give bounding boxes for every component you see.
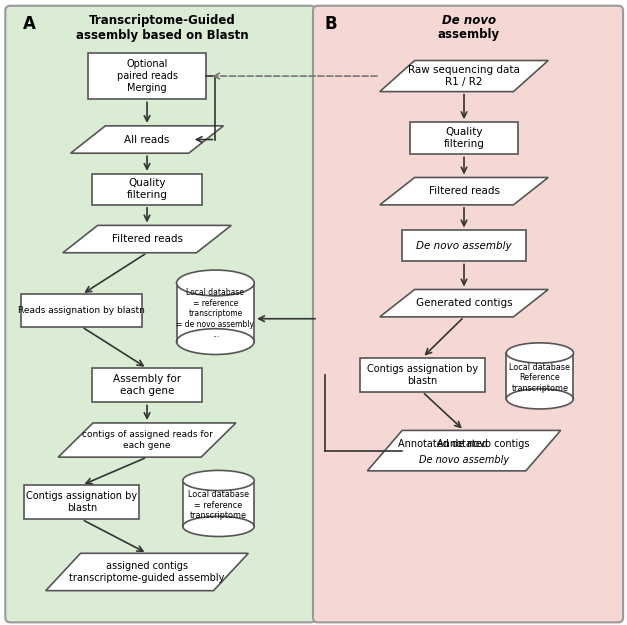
Text: Transcriptome-Guided
assembly based on Blastn: Transcriptome-Guided assembly based on B… <box>76 14 249 42</box>
FancyBboxPatch shape <box>183 481 255 526</box>
Text: Quality
filtering: Quality filtering <box>443 127 485 149</box>
FancyBboxPatch shape <box>92 368 203 402</box>
Polygon shape <box>58 423 236 457</box>
Text: Local database
Reference
transcriptome: Local database Reference transcriptome <box>509 363 571 392</box>
FancyBboxPatch shape <box>92 174 203 205</box>
Polygon shape <box>380 177 548 205</box>
Ellipse shape <box>506 343 574 363</box>
Text: Optional
paired reads
Merging: Optional paired reads Merging <box>117 59 177 92</box>
Ellipse shape <box>506 389 574 409</box>
Ellipse shape <box>183 471 255 491</box>
FancyBboxPatch shape <box>361 357 485 392</box>
Ellipse shape <box>183 516 255 536</box>
Text: De novo assembly: De novo assembly <box>419 455 509 465</box>
Ellipse shape <box>177 329 255 354</box>
FancyBboxPatch shape <box>409 122 519 154</box>
Text: Raw sequencing data
R1 / R2: Raw sequencing data R1 / R2 <box>408 65 520 87</box>
Text: Assembly for
each gene: Assembly for each gene <box>113 374 181 396</box>
Text: Local database
= reference
transcriptome: Local database = reference transcriptome <box>188 491 249 520</box>
FancyBboxPatch shape <box>402 231 526 261</box>
Text: Filtered reads: Filtered reads <box>112 234 182 244</box>
Text: Reads assignation by blastn: Reads assignation by blastn <box>18 306 145 315</box>
Polygon shape <box>46 553 248 591</box>
Polygon shape <box>380 289 548 317</box>
Text: contigs of assigned reads for
each gene: contigs of assigned reads for each gene <box>82 431 213 450</box>
Text: All reads: All reads <box>124 134 170 144</box>
FancyBboxPatch shape <box>313 6 623 622</box>
Ellipse shape <box>177 270 255 296</box>
Text: Quality
filtering: Quality filtering <box>127 179 167 200</box>
Text: B: B <box>324 15 337 33</box>
Text: Annotated: Annotated <box>437 439 491 449</box>
Text: De novo: De novo <box>442 14 496 28</box>
Text: Contigs assignation by
blastn: Contigs assignation by blastn <box>367 364 478 386</box>
Polygon shape <box>63 226 231 253</box>
Text: assigned contigs
transcriptome-guided assembly: assigned contigs transcriptome-guided as… <box>70 561 224 582</box>
Text: A: A <box>23 15 36 33</box>
Polygon shape <box>380 61 548 92</box>
Text: assembly: assembly <box>438 28 500 41</box>
FancyBboxPatch shape <box>177 283 255 342</box>
FancyBboxPatch shape <box>88 52 206 99</box>
Polygon shape <box>71 126 223 153</box>
Text: Generated contigs: Generated contigs <box>416 298 512 308</box>
Text: De novo assembly: De novo assembly <box>416 241 512 251</box>
FancyBboxPatch shape <box>21 294 142 327</box>
Text: Filtered reads: Filtered reads <box>428 186 500 196</box>
FancyBboxPatch shape <box>5 6 315 622</box>
Polygon shape <box>367 431 561 471</box>
FancyBboxPatch shape <box>506 353 574 399</box>
Text: Contigs assignation by
blastn: Contigs assignation by blastn <box>26 491 137 513</box>
Text: Local database
= reference
transcriptome
= de novo assembly
...: Local database = reference transcriptome… <box>176 289 255 339</box>
FancyBboxPatch shape <box>24 485 139 519</box>
Text: Annotated de novo contigs: Annotated de novo contigs <box>398 439 530 449</box>
